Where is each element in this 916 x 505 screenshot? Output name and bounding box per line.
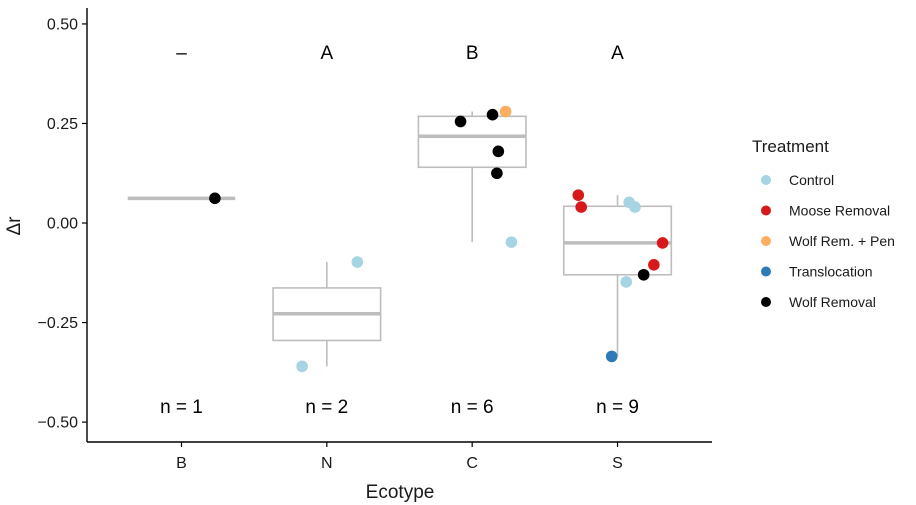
data-point [620, 276, 633, 288]
group-letter-label: B [466, 43, 479, 64]
legend-label: Wolf Rem. + Pen [789, 233, 895, 249]
plot-area: – A B An = 1 n = 2 n = 6 n = 9 [127, 43, 673, 418]
legend-key [761, 236, 771, 246]
legend-key [761, 205, 771, 216]
data-point [637, 268, 650, 281]
x-tick-label: S [612, 455, 623, 472]
x-axis-title: Ecotype [366, 482, 435, 503]
y-tick-label: 0.50 [47, 16, 78, 33]
sample-size-label: n = 9 [596, 397, 639, 418]
group-letter-label: A [320, 43, 333, 64]
data-point [605, 350, 618, 363]
legend: Treatment Control Moose Removal Wolf Rem. … [752, 137, 895, 310]
x-tick-label: B [176, 455, 187, 472]
sample-size-label: n = 2 [305, 397, 348, 418]
box-body [417, 115, 527, 169]
data-point [491, 167, 503, 180]
y-tick-label: 0.00 [47, 216, 78, 233]
legend-label: Translocation [789, 264, 873, 280]
data-point [656, 237, 669, 249]
x-tick-label: C [466, 455, 478, 472]
legend-key [761, 297, 771, 307]
legend-label: Moose Removal [789, 203, 890, 219]
data-point [499, 105, 512, 118]
legend-key [761, 266, 771, 277]
y-tick-label: 0.25 [47, 116, 78, 133]
data-point [296, 360, 308, 373]
data-point [351, 256, 364, 268]
y-tick-label: −0.50 [38, 415, 79, 432]
data-point [575, 201, 587, 213]
legend-label: Wolf Removal [789, 294, 876, 310]
group-letter-label: – [176, 43, 187, 64]
data-point [629, 201, 641, 213]
y-tick-label: −0.25 [38, 315, 79, 332]
data-point [209, 192, 221, 205]
axes: −0.50 −0.25 0.00 0.25 0.50 B N C S [38, 8, 712, 472]
legend-title: Treatment [752, 137, 829, 156]
sample-size-label: n = 6 [451, 397, 494, 418]
data-point [454, 115, 467, 128]
x-tick-label: N [321, 455, 333, 472]
sample-size-label: n = 1 [160, 397, 203, 418]
group-letter-label: A [611, 43, 624, 64]
legend-key [761, 175, 771, 185]
data-point [505, 236, 518, 248]
data-point [486, 108, 499, 121]
y-axis-title: Δr [4, 216, 25, 236]
data-point [492, 145, 505, 158]
data-point [572, 189, 585, 201]
legend-label: Control [789, 172, 834, 188]
data-point [648, 259, 660, 271]
